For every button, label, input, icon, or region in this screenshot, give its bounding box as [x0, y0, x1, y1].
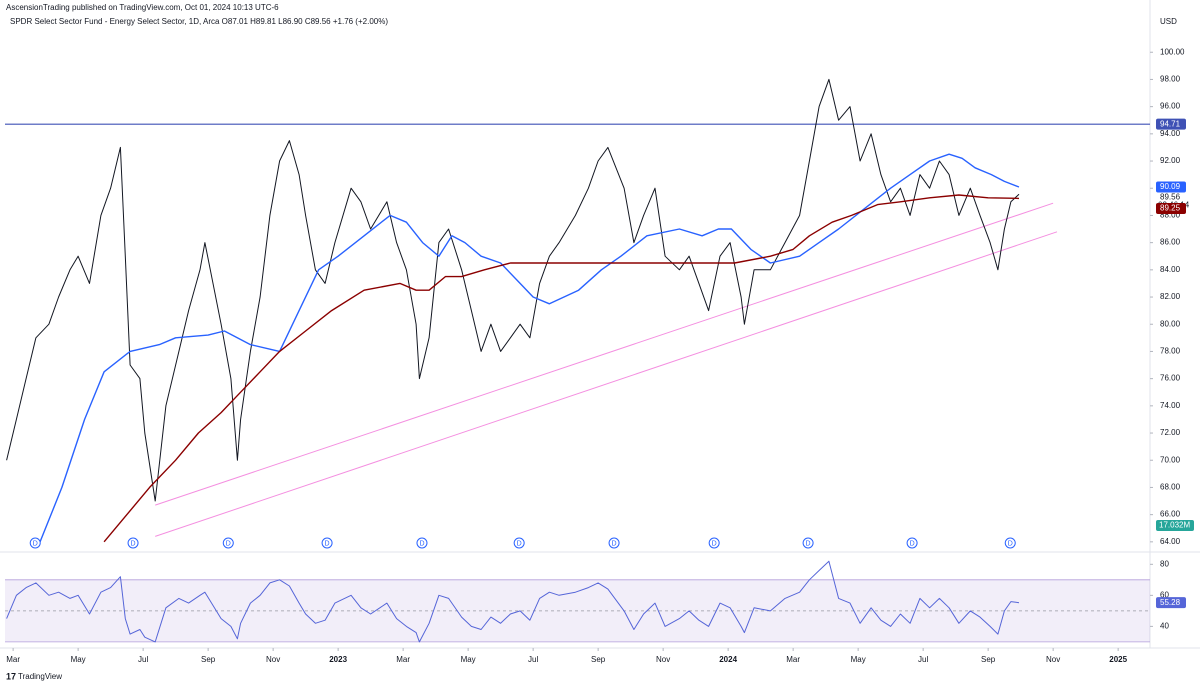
y-tick-label: 74.00 [1160, 401, 1181, 410]
dividend-label: D [226, 540, 231, 547]
publisher: AscensionTrading published on TradingVie… [6, 3, 279, 12]
x-tick-label: Nov [266, 655, 280, 664]
price-pane [5, 78, 1150, 543]
dividend-marker [416, 537, 428, 549]
volume-badge [1156, 520, 1194, 531]
x-tick-label: 2023 [329, 655, 347, 664]
rsi-badge-label: 55.28 [1160, 598, 1181, 607]
y-tick-label: 68.00 [1160, 483, 1181, 492]
y-tick-label: 94.00 [1160, 129, 1181, 138]
moving-average [103, 194, 1020, 543]
dividend-marker [906, 537, 918, 549]
y-tick-label: 86.00 [1160, 238, 1181, 247]
y-tick-label: 88.00 [1160, 211, 1181, 220]
dividend-label: D [712, 540, 717, 547]
x-tick-label: 2024 [719, 655, 737, 664]
x-tick-label: Sep [981, 655, 996, 664]
dividend-marker [1004, 537, 1016, 549]
logo-mark: 17 [6, 671, 16, 681]
y-tick-label: 78.00 [1160, 347, 1181, 356]
x-tick-label: Sep [201, 655, 216, 664]
x-tick-label: Mar [786, 655, 800, 664]
dividend-marker [222, 537, 234, 549]
y-tick-label: 92.00 [1160, 156, 1181, 165]
level-badge [1156, 118, 1186, 130]
x-tick-label: May [851, 655, 866, 664]
y-tick-label: 100.00 [1160, 47, 1185, 56]
price-line [6, 78, 1020, 502]
dividend-marker [802, 537, 814, 549]
y-tick-label: 64.00 [1160, 537, 1181, 546]
dividend-marker [608, 537, 620, 549]
dividend-label: D [33, 540, 38, 547]
level-badge-label: 94.71 [1160, 119, 1181, 128]
brand: TradingView [18, 672, 62, 681]
x-tick-label: Jul [918, 655, 928, 664]
rsi-pane [5, 560, 1150, 643]
dividend-label: D [910, 540, 915, 547]
y-tick-label: 82.00 [1160, 292, 1181, 301]
dividend-marker [708, 537, 720, 549]
y-tick-label: 66.00 [1160, 510, 1181, 519]
trendline [155, 202, 1054, 506]
ma-badge [1156, 202, 1186, 214]
x-tick-label: 2025 [1109, 655, 1127, 664]
x-tick-label: Nov [1046, 655, 1060, 664]
y-tick-label: 96.00 [1160, 102, 1181, 111]
dividend-marker [127, 537, 139, 549]
moving-average [39, 153, 1020, 543]
legend-line: SPDR Select Sector Fund - Energy Select … [10, 17, 388, 26]
y-tick-label: 72.00 [1160, 428, 1181, 437]
dividend-label: D [131, 540, 136, 547]
rsi-tick-label: 80 [1160, 559, 1169, 568]
axes: 64.00 66.00 68.00 70.00 72.00 74.00 76.00 78.00… [6, 47, 1194, 664]
close-label: 89.56 [1160, 192, 1181, 201]
y-tick-label: 98.00 [1160, 75, 1181, 84]
y-tick-label: 80.00 [1160, 319, 1181, 328]
ma-badge-label: 89.25 [1160, 204, 1181, 213]
brand-logo: 17 TradingView [6, 671, 62, 681]
dividend-label: D [806, 540, 811, 547]
x-tick-label: Mar [6, 655, 20, 664]
rsi-tick-label: 40 [1160, 621, 1169, 630]
y-tick-label: 76.00 [1160, 374, 1181, 383]
ma-badge-label: 90.09 [1160, 182, 1181, 191]
dividend-label: D [612, 540, 617, 547]
dividend-marker [321, 537, 333, 549]
volume-label: 17.032M [1159, 521, 1190, 530]
dividend-marker [513, 537, 525, 549]
dividend-marker [29, 537, 41, 549]
x-tick-label: Jul [138, 655, 148, 664]
trendline [155, 231, 1058, 537]
y-tick-label: 84.00 [1160, 265, 1181, 274]
x-tick-label: Jul [528, 655, 538, 664]
dividend-label: D [419, 540, 424, 547]
rsi-badge [1156, 597, 1186, 609]
rsi-line [6, 560, 1020, 643]
dividend-label: D [517, 540, 522, 547]
x-tick-label: Sep [591, 655, 606, 664]
x-tick-label: Nov [656, 655, 670, 664]
y-tick-label: 70.00 [1160, 455, 1181, 464]
x-tick-label: May [71, 655, 86, 664]
x-tick-label: Mar [396, 655, 410, 664]
currency: USD [1160, 17, 1177, 26]
dividend-label: D [1008, 540, 1013, 547]
x-tick-label: May [461, 655, 476, 664]
dividend-label: D [325, 540, 330, 547]
rsi-tick-label: 60 [1160, 590, 1169, 599]
ma-badge [1156, 181, 1186, 193]
